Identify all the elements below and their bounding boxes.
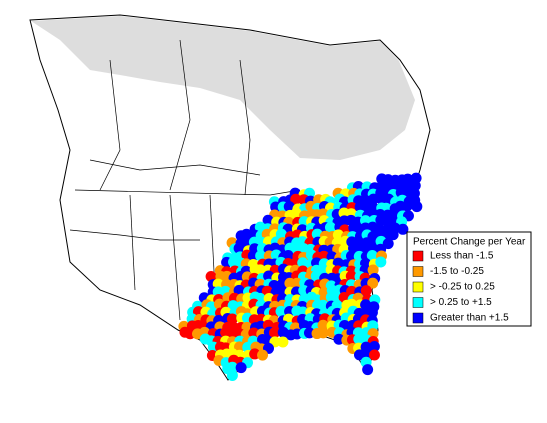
change-area: [317, 299, 329, 311]
change-area: [368, 341, 380, 353]
change-area: [233, 242, 245, 254]
change-area: [387, 229, 399, 241]
change-area: [297, 257, 309, 269]
legend-label: > -0.25 to 0.25: [430, 282, 495, 293]
change-area: [345, 250, 357, 262]
change-area: [234, 341, 246, 353]
northern-region: [31, 16, 415, 160]
change-area: [401, 200, 413, 212]
change-area: [269, 327, 281, 339]
change-area: [332, 229, 344, 241]
change-area: [366, 250, 378, 262]
legend-swatch: [412, 250, 424, 262]
legend-swatch: [412, 266, 424, 277]
change-area: [235, 362, 247, 374]
change-area: [226, 313, 238, 325]
change-area: [366, 306, 378, 318]
legend: Percent Change per Year Less than -1.5 -1…: [406, 231, 532, 327]
change-area: [375, 256, 387, 268]
change-area: [226, 369, 238, 381]
change-area: [283, 201, 295, 213]
legend-swatch: [412, 297, 424, 308]
legend-swatch: [412, 281, 424, 293]
legend-title: Percent Change per Year: [413, 237, 526, 248]
change-area: [255, 250, 267, 262]
change-area: [242, 341, 254, 353]
change-area: [360, 285, 372, 297]
legend-items: Less than -1.5 -1.5 to -0.25 > -0.25 to 0.…: [412, 250, 509, 324]
change-area: [212, 278, 224, 290]
change-area: [291, 277, 303, 289]
change-area: [317, 319, 329, 331]
change-area: [263, 270, 275, 282]
change-area: [367, 193, 379, 205]
change-area: [254, 264, 266, 276]
change-area: [226, 361, 238, 373]
change-area: [345, 270, 357, 282]
change-area: [275, 305, 287, 317]
change-area: [346, 285, 358, 297]
boundaries: [69, 39, 301, 321]
change-area: [317, 327, 329, 339]
change-area: [310, 270, 322, 282]
change-area: [367, 264, 379, 276]
change-area: [397, 223, 409, 235]
change-area: [333, 333, 345, 345]
change-area: [368, 349, 380, 361]
legend-label: Greater than +1.5: [430, 313, 509, 324]
legend-label: -1.5 to -0.25: [430, 266, 484, 277]
change-area: [277, 336, 289, 348]
change-area: [262, 214, 274, 226]
change-area: [290, 193, 302, 205]
change-area: [362, 364, 374, 376]
change-area: [382, 238, 394, 250]
legend-label: > 0.25 to +1.5: [430, 297, 492, 308]
change-area: [367, 277, 379, 289]
change-area: [411, 201, 423, 213]
legend-label: Less than -1.5: [430, 251, 494, 262]
change-area: [257, 349, 269, 361]
legend-box: [406, 231, 532, 327]
legend-swatch: [412, 312, 424, 324]
change-area: [353, 349, 365, 361]
change-area: [282, 250, 294, 262]
change-areas: [178, 172, 423, 381]
change-area: [324, 221, 336, 233]
